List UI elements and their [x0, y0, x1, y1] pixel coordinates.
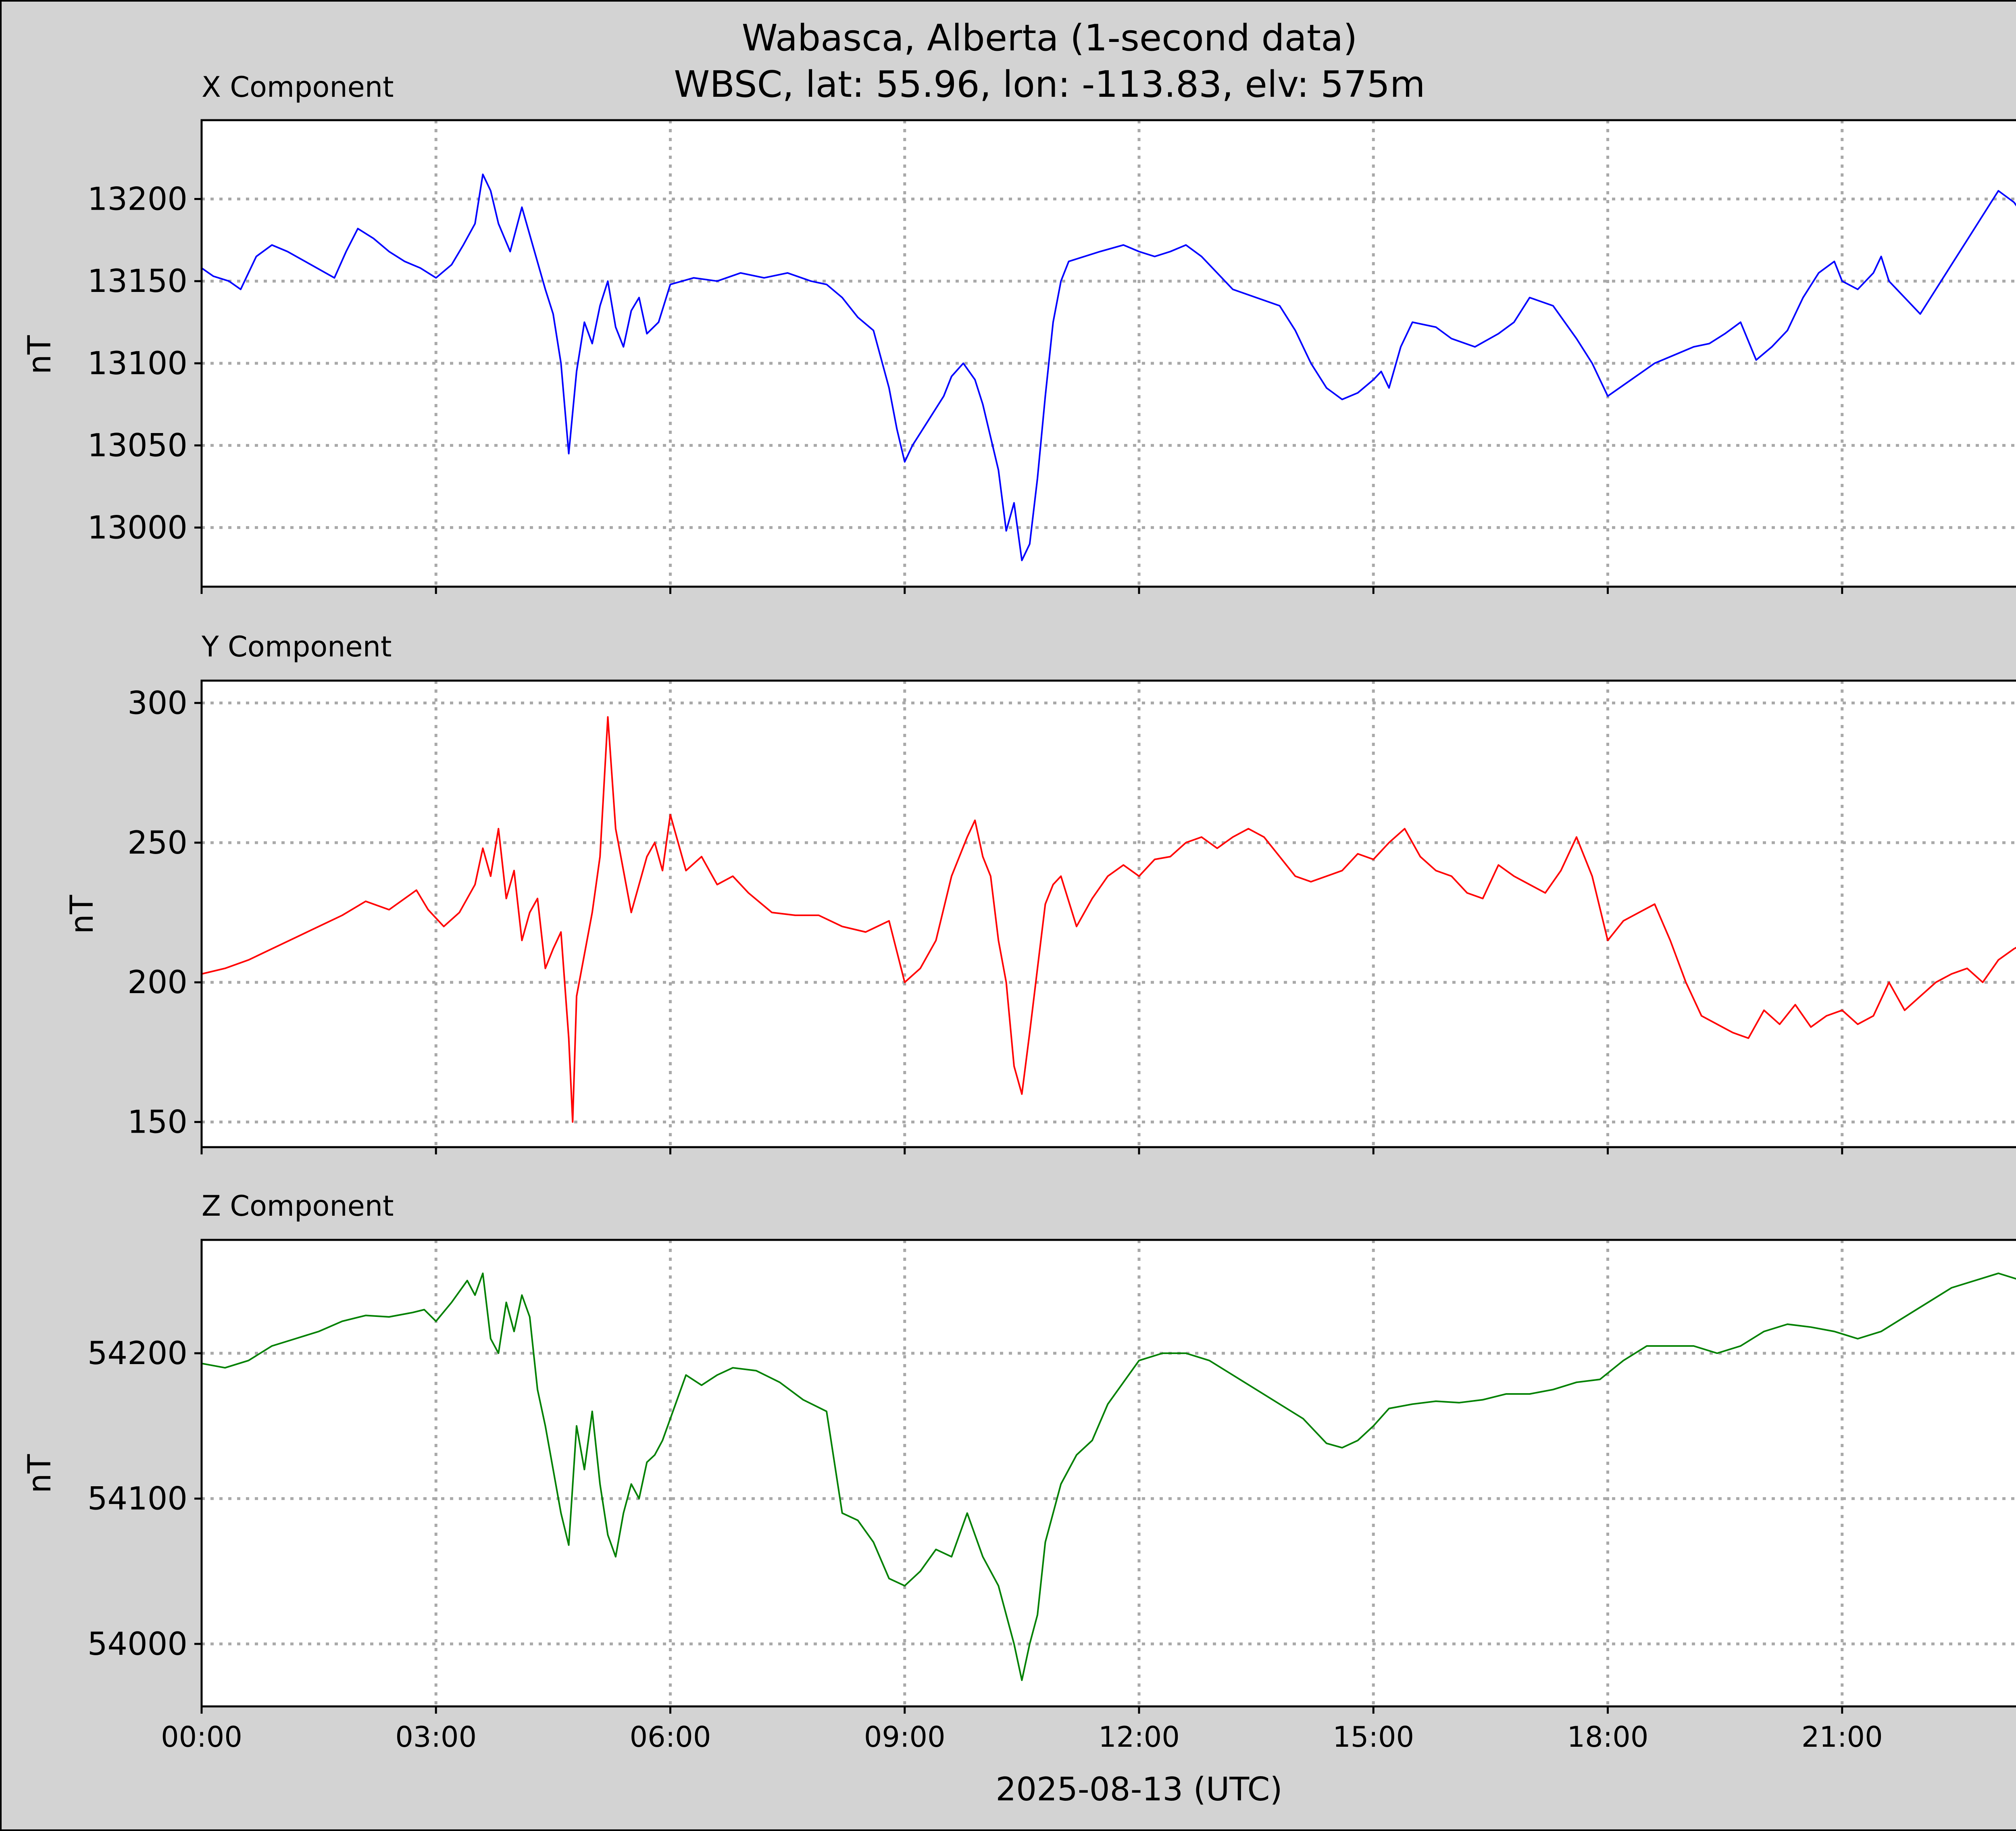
x-plot-frame	[200, 119, 2016, 588]
figure-subtitle: WBSC, lat: 55.96, lon: -113.83, elv: 575…	[674, 63, 1425, 106]
y-y-tick-label: 250	[127, 825, 187, 861]
x-tick-label: 00:00	[161, 1721, 242, 1754]
y-component-panel: Y Component nT 150 200 250 300	[64, 630, 2016, 1154]
x-axis-label: 2025-08-13 (UTC)	[996, 1771, 1282, 1808]
y-component-ylabel: nT	[64, 895, 100, 934]
x-tick-label: 03:00	[395, 1721, 477, 1754]
x-component-series-line	[201, 173, 2016, 561]
x-component-ylabel: nT	[22, 335, 58, 374]
z-component-series-line	[201, 1272, 2016, 1681]
x-tick-label: 09:00	[864, 1721, 946, 1754]
z-plot-area	[202, 1240, 2016, 1706]
x-component-panel: X Component nT 13000 13050 13100 13150 13200	[22, 71, 2016, 594]
z-y-tick-label: 54200	[87, 1335, 187, 1372]
x-tick-label: 18:00	[1567, 1721, 1649, 1754]
x-y-tick-label: 13150	[87, 263, 187, 300]
x-tick-label: 15:00	[1333, 1721, 1414, 1754]
z-y-tick-label: 54100	[87, 1481, 187, 1517]
y-y-tick-label: 150	[127, 1104, 187, 1141]
x-tick-label: 21:00	[1801, 1721, 1883, 1754]
x-y-tick-label: 13200	[87, 181, 187, 218]
x-tick-label: 12:00	[1098, 1721, 1180, 1754]
y-plot-area	[202, 681, 2016, 1147]
z-component-title: Z Component	[202, 1189, 394, 1223]
x-y-tick-label: 13100	[87, 346, 187, 382]
figure-title: Wabasca, Alberta (1-second data)	[742, 17, 1358, 59]
x-plot-area	[202, 120, 2016, 587]
x-y-tick-label: 13050	[87, 428, 187, 464]
y-component-series-line	[201, 716, 2016, 1123]
z-y-tick-label: 54000	[87, 1626, 187, 1662]
z-plot-frame	[200, 1239, 2016, 1708]
x-component-title: X Component	[202, 71, 394, 104]
z-component-panel: Z Component nT 00:00 03:00 06:00 09:00 12:00…	[22, 1189, 2016, 1754]
z-component-ylabel: nT	[22, 1454, 58, 1493]
y-component-title: Y Component	[201, 630, 392, 663]
x-y-tick-label: 13000	[87, 510, 187, 546]
y-y-tick-label: 200	[127, 964, 187, 1001]
y-plot-frame	[200, 679, 2016, 1148]
x-tick-label: 06:00	[630, 1721, 711, 1754]
y-y-tick-label: 300	[127, 685, 187, 721]
